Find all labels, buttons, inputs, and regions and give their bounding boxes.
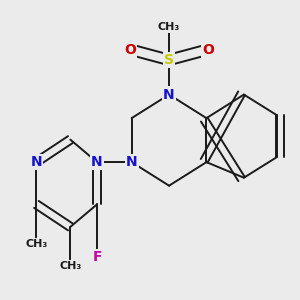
Text: S: S (164, 53, 174, 67)
Text: N: N (91, 155, 103, 169)
Text: N: N (163, 88, 175, 102)
Text: CH₃: CH₃ (25, 238, 47, 248)
Text: O: O (202, 43, 214, 56)
Text: O: O (124, 43, 136, 56)
Text: CH₃: CH₃ (158, 22, 180, 32)
Text: N: N (126, 155, 137, 169)
Text: F: F (92, 250, 102, 264)
Text: CH₃: CH₃ (59, 261, 82, 271)
Text: N: N (31, 155, 42, 169)
